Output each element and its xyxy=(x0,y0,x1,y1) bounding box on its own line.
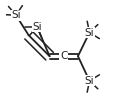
Text: Si: Si xyxy=(84,76,93,86)
Text: Si: Si xyxy=(84,28,93,38)
Text: C: C xyxy=(60,51,67,61)
Text: Si: Si xyxy=(32,22,41,32)
Text: Si: Si xyxy=(11,10,21,20)
